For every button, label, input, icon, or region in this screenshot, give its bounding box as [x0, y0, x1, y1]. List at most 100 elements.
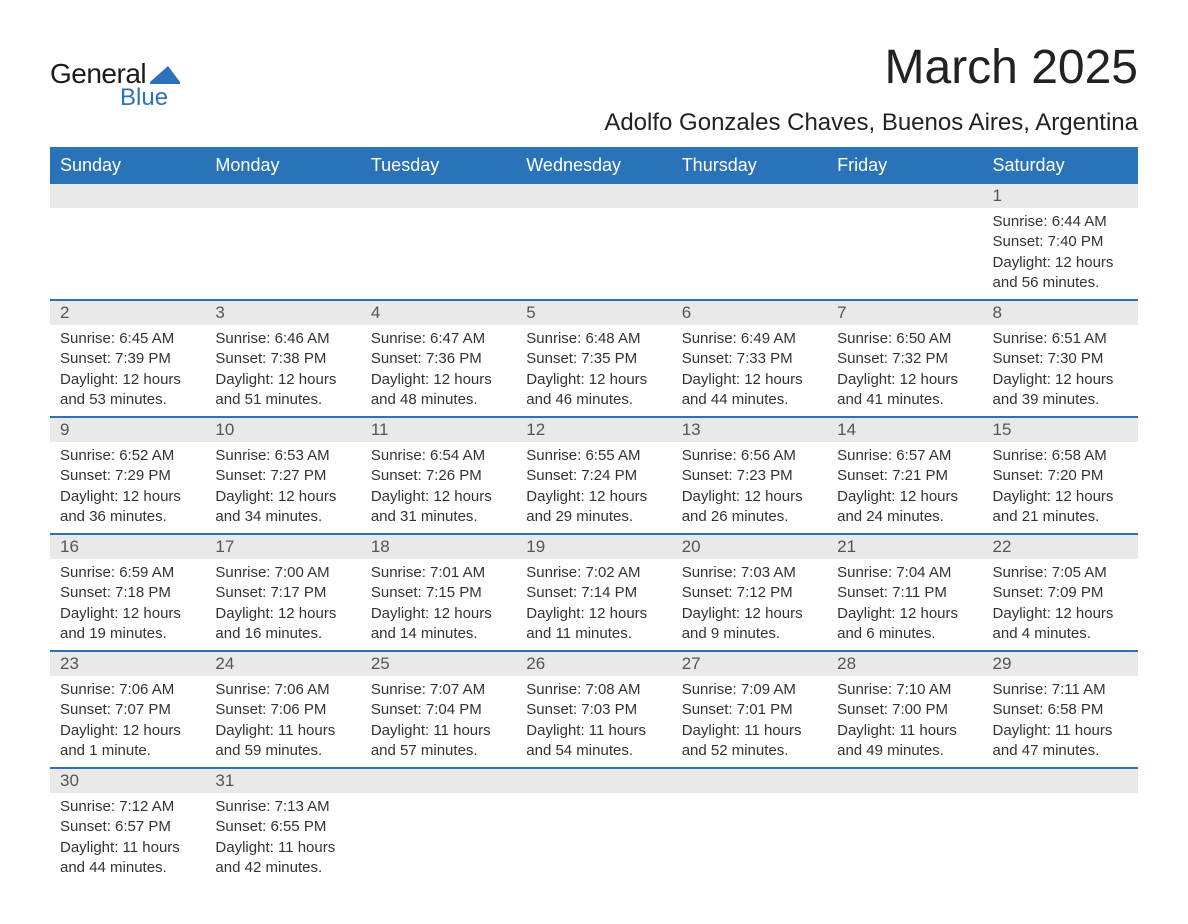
calendar-day-sunrise: Sunrise: 7:01 AM: [371, 563, 506, 583]
calendar-day-sunset: Sunset: 7:20 PM: [993, 466, 1128, 486]
calendar-day-sunset: Sunset: 7:29 PM: [60, 466, 195, 486]
calendar-day-dl1: Daylight: 12 hours: [682, 604, 817, 624]
calendar-day-dl1: Daylight: 12 hours: [837, 604, 972, 624]
calendar-day-sunset: Sunset: 6:58 PM: [993, 700, 1128, 720]
calendar-day-dl1: Daylight: 12 hours: [993, 370, 1128, 390]
calendar-day-number: 11: [361, 418, 516, 442]
calendar-day-number: [516, 184, 671, 208]
calendar-day-dl2: and 31 minutes.: [371, 507, 506, 527]
calendar-day-sunset: Sunset: 6:55 PM: [215, 817, 350, 837]
calendar-day-sunrise: Sunrise: 6:58 AM: [993, 446, 1128, 466]
calendar-day-sunrise: Sunrise: 6:48 AM: [526, 329, 661, 349]
calendar-day-dl1: Daylight: 12 hours: [60, 370, 195, 390]
calendar-day-details: Sunrise: 6:53 AMSunset: 7:27 PMDaylight:…: [205, 442, 360, 533]
calendar-day-dl1: Daylight: 12 hours: [993, 487, 1128, 507]
calendar-day-dl1: Daylight: 11 hours: [526, 721, 661, 741]
calendar-header-cell: Thursday: [672, 147, 827, 184]
calendar-day-sunrise: Sunrise: 6:46 AM: [215, 329, 350, 349]
calendar-day-sunrise: Sunrise: 6:54 AM: [371, 446, 506, 466]
calendar-day-sunset: Sunset: 7:39 PM: [60, 349, 195, 369]
calendar-day-details: Sunrise: 6:47 AMSunset: 7:36 PMDaylight:…: [361, 325, 516, 416]
calendar-header-cell: Saturday: [983, 147, 1138, 184]
calendar-day-number: 21: [827, 535, 982, 559]
calendar-day-sunrise: Sunrise: 6:50 AM: [837, 329, 972, 349]
calendar-day-dl1: Daylight: 12 hours: [682, 370, 817, 390]
calendar-day-details: Sunrise: 6:48 AMSunset: 7:35 PMDaylight:…: [516, 325, 671, 416]
calendar-day-dl2: and 29 minutes.: [526, 507, 661, 527]
calendar-day-sunset: Sunset: 7:32 PM: [837, 349, 972, 369]
calendar-day-number: 8: [983, 301, 1138, 325]
calendar-day-number: 13: [672, 418, 827, 442]
calendar-day-dl1: Daylight: 12 hours: [993, 604, 1128, 624]
calendar-day-details: [361, 793, 516, 884]
calendar-day-sunset: Sunset: 7:15 PM: [371, 583, 506, 603]
calendar-body: 1 Sunrise: 6:44 AMSunset: 7:40 PMDayligh…: [50, 184, 1138, 884]
calendar-day-details: Sunrise: 6:56 AMSunset: 7:23 PMDaylight:…: [672, 442, 827, 533]
calendar-day-sunset: Sunset: 7:36 PM: [371, 349, 506, 369]
calendar-day-sunrise: Sunrise: 7:03 AM: [682, 563, 817, 583]
calendar-day-sunrise: Sunrise: 6:45 AM: [60, 329, 195, 349]
calendar-day-details: Sunrise: 7:06 AMSunset: 7:06 PMDaylight:…: [205, 676, 360, 767]
calendar-details-row: Sunrise: 6:44 AMSunset: 7:40 PMDaylight:…: [50, 208, 1138, 299]
calendar-day-dl1: Daylight: 11 hours: [837, 721, 972, 741]
calendar-day-details: Sunrise: 7:07 AMSunset: 7:04 PMDaylight:…: [361, 676, 516, 767]
calendar-day-dl2: and 39 minutes.: [993, 390, 1128, 410]
calendar-day-sunrise: Sunrise: 7:05 AM: [993, 563, 1128, 583]
calendar-day-number: 23: [50, 652, 205, 676]
calendar-day-sunset: Sunset: 7:11 PM: [837, 583, 972, 603]
calendar-day-sunset: Sunset: 7:04 PM: [371, 700, 506, 720]
calendar-day-sunrise: Sunrise: 6:47 AM: [371, 329, 506, 349]
calendar-day-details: Sunrise: 7:02 AMSunset: 7:14 PMDaylight:…: [516, 559, 671, 650]
calendar-daynum-row: 16171819202122: [50, 533, 1138, 559]
calendar-day-number: 3: [205, 301, 360, 325]
calendar-day-dl1: Daylight: 11 hours: [60, 838, 195, 858]
calendar-daynum-row: 2345678: [50, 299, 1138, 325]
calendar-daynum-row: 1: [50, 184, 1138, 208]
calendar-day-sunset: Sunset: 7:12 PM: [682, 583, 817, 603]
calendar-day-details: [672, 793, 827, 884]
calendar-day-number: 14: [827, 418, 982, 442]
calendar: SundayMondayTuesdayWednesdayThursdayFrid…: [50, 147, 1138, 884]
calendar-day-dl1: Daylight: 12 hours: [215, 370, 350, 390]
calendar-day-dl1: Daylight: 12 hours: [993, 253, 1128, 273]
calendar-day-dl1: Daylight: 11 hours: [215, 721, 350, 741]
calendar-day-number: [827, 769, 982, 793]
calendar-day-dl1: Daylight: 11 hours: [993, 721, 1128, 741]
calendar-day-dl2: and 11 minutes.: [526, 624, 661, 644]
title-block: March 2025 Adolfo Gonzales Chaves, Bueno…: [604, 40, 1138, 137]
calendar-day-sunset: Sunset: 7:38 PM: [215, 349, 350, 369]
calendar-day-number: 2: [50, 301, 205, 325]
calendar-day-details: Sunrise: 7:05 AMSunset: 7:09 PMDaylight:…: [983, 559, 1138, 650]
calendar-details-row: Sunrise: 7:12 AMSunset: 6:57 PMDaylight:…: [50, 793, 1138, 884]
calendar-day-dl2: and 44 minutes.: [682, 390, 817, 410]
calendar-day-dl1: Daylight: 12 hours: [371, 604, 506, 624]
calendar-day-number: 27: [672, 652, 827, 676]
calendar-day-dl1: Daylight: 12 hours: [60, 604, 195, 624]
calendar-day-dl2: and 56 minutes.: [993, 273, 1128, 293]
calendar-day-dl2: and 26 minutes.: [682, 507, 817, 527]
calendar-day-dl1: Daylight: 12 hours: [837, 370, 972, 390]
calendar-day-number: 31: [205, 769, 360, 793]
calendar-day-number: [361, 184, 516, 208]
calendar-day-dl2: and 49 minutes.: [837, 741, 972, 761]
calendar-day-sunrise: Sunrise: 6:53 AM: [215, 446, 350, 466]
calendar-day-sunset: Sunset: 7:18 PM: [60, 583, 195, 603]
calendar-day-sunset: Sunset: 6:57 PM: [60, 817, 195, 837]
calendar-day-sunrise: Sunrise: 7:00 AM: [215, 563, 350, 583]
calendar-day-dl2: and 51 minutes.: [215, 390, 350, 410]
calendar-day-number: 16: [50, 535, 205, 559]
calendar-day-details: Sunrise: 7:08 AMSunset: 7:03 PMDaylight:…: [516, 676, 671, 767]
calendar-day-number: [361, 769, 516, 793]
calendar-day-dl1: Daylight: 12 hours: [682, 487, 817, 507]
calendar-day-sunrise: Sunrise: 7:08 AM: [526, 680, 661, 700]
calendar-day-details: Sunrise: 7:13 AMSunset: 6:55 PMDaylight:…: [205, 793, 360, 884]
calendar-day-number: 7: [827, 301, 982, 325]
calendar-day-dl1: Daylight: 12 hours: [526, 370, 661, 390]
calendar-day-number: 25: [361, 652, 516, 676]
calendar-day-dl2: and 36 minutes.: [60, 507, 195, 527]
calendar-day-number: 26: [516, 652, 671, 676]
calendar-day-details: Sunrise: 7:03 AMSunset: 7:12 PMDaylight:…: [672, 559, 827, 650]
calendar-day-dl2: and 44 minutes.: [60, 858, 195, 878]
calendar-day-dl1: Daylight: 12 hours: [371, 487, 506, 507]
calendar-day-sunrise: Sunrise: 6:44 AM: [993, 212, 1128, 232]
